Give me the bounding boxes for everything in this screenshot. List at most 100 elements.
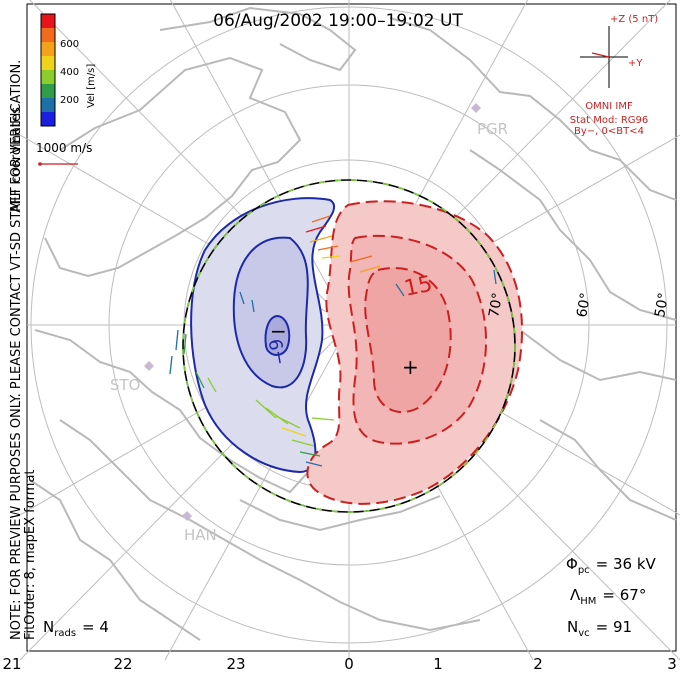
station-marker-icon <box>182 511 192 521</box>
statistical-model: Stat Mod: RG96 <box>570 115 649 126</box>
color-swatch <box>41 70 55 84</box>
coordinates-label: MLT coordinates <box>9 107 24 212</box>
mlt-tick-label: 23 <box>226 655 245 673</box>
velocity-vectors <box>169 215 497 467</box>
vector <box>349 255 373 263</box>
color-swatch <box>41 98 55 112</box>
radar-count: Nrads = 4 <box>43 618 109 639</box>
imf-condition: By−, 0<BT<4 <box>574 126 644 137</box>
mlt-tick-label: 21 <box>2 655 21 673</box>
color-swatch <box>41 42 55 56</box>
potential-minimum-marker: − <box>270 319 287 343</box>
station-label: STO <box>110 376 141 394</box>
vector <box>317 245 339 251</box>
coast-segment <box>34 329 331 494</box>
mlt-tick-label: 0 <box>344 655 354 673</box>
scale-tick: 600 <box>60 39 79 50</box>
vector <box>493 269 497 285</box>
vector <box>239 291 245 305</box>
color-swatch <box>41 84 55 98</box>
vector <box>309 235 333 243</box>
color-swatch <box>41 14 55 28</box>
negative-cell-middle <box>232 236 309 389</box>
hm-boundary-latitude: ΛHM = 67° <box>570 586 646 607</box>
latitude-label-70: 70° <box>486 291 506 318</box>
vector <box>311 417 335 421</box>
positive-contour-label: 15 <box>402 272 435 302</box>
coast-segment <box>519 329 677 382</box>
reference-vector-label: 1000 m/s <box>36 141 92 155</box>
coast-segment <box>29 479 201 641</box>
scale-label: Vel [m/s] <box>86 64 97 108</box>
coast-segment <box>59 419 481 632</box>
vector <box>299 451 321 457</box>
coast-segment <box>469 149 677 321</box>
radar-stations: PGR STO HAN <box>110 103 508 544</box>
mlt-tick-label: 3 <box>667 655 677 673</box>
station-marker-icon <box>144 361 154 371</box>
map-statistics: Φpc = 36 kV ΛHM = 67° Nvc = 91 Nrads = 4 <box>43 555 657 639</box>
meridian <box>169 0 350 326</box>
imf-vector <box>591 52 610 58</box>
station-label: PGR <box>477 120 508 138</box>
imf-y-label: +Y <box>628 58 643 69</box>
mlt-tick-label: 22 <box>113 655 132 673</box>
vector <box>207 377 217 393</box>
vector <box>305 225 327 233</box>
station-label: HAN <box>184 526 217 544</box>
scale-tick: 400 <box>60 67 79 78</box>
velocity-color-scale: 600 400 200 Vel [m/s] <box>40 13 97 127</box>
imf-source: OMNI IMF <box>585 101 633 112</box>
color-swatch <box>41 56 55 70</box>
vector <box>275 415 301 429</box>
coast-segment <box>539 419 677 521</box>
cross-polar-potential: Φpc = 36 kV <box>566 555 657 576</box>
vector <box>395 283 405 297</box>
vector <box>321 255 341 259</box>
vector <box>195 371 205 389</box>
vector <box>251 299 255 313</box>
station-sto: STO <box>110 361 154 394</box>
color-swatch <box>41 28 55 42</box>
coast-segment <box>389 17 677 201</box>
latitude-label-60: 60° <box>574 291 594 318</box>
scale-border <box>40 13 56 127</box>
positive-cell-core <box>364 266 452 414</box>
station-pgr: PGR <box>471 103 508 138</box>
vector <box>175 329 179 351</box>
imf-z-label: +Z (5 nT) <box>610 14 658 25</box>
station-marker-icon <box>471 103 481 113</box>
preview-notice: NOTE: FOR PREVIEW PURPOSES ONLY. PLEASE … <box>9 60 24 640</box>
vector-count: Nvc = 91 <box>567 618 632 639</box>
negative-contour-label: −9 <box>266 337 291 367</box>
station-han: HAN <box>182 511 217 544</box>
reference-vector-origin <box>38 162 42 166</box>
coast-segment <box>159 6 357 72</box>
negative-cell-core <box>264 314 291 356</box>
vector <box>255 399 277 419</box>
mlt-tick-label: 2 <box>533 655 543 673</box>
vector <box>183 333 187 355</box>
fit-order-label: FitOrder: 8, mapEX format <box>23 469 38 640</box>
mlt-axis: 21 22 23 0 1 2 3 <box>2 655 676 673</box>
coastlines <box>29 6 677 641</box>
mlt-tick-label: 1 <box>433 655 443 673</box>
vector <box>169 355 173 375</box>
heppner-maynard-boundary-dash <box>182 179 516 513</box>
potential-contours <box>190 197 523 505</box>
color-swatch <box>41 112 55 126</box>
coast-segment <box>44 56 302 278</box>
vector <box>359 265 381 273</box>
latitude-label-50: 50° <box>652 291 672 318</box>
scale-tick: 200 <box>60 95 79 106</box>
vector <box>281 427 307 437</box>
meridian <box>164 324 350 661</box>
coast-segment <box>239 495 441 532</box>
potential-maximum-marker: + <box>402 355 419 379</box>
vector <box>311 215 331 223</box>
vector <box>291 439 315 447</box>
imf-panel: +Z (5 nT) +Y OMNI IMF Stat Mod: RG96 By−… <box>570 14 659 137</box>
map-title: 06/Aug/2002 19:00–19:02 UT <box>213 11 463 31</box>
vector <box>305 461 323 467</box>
